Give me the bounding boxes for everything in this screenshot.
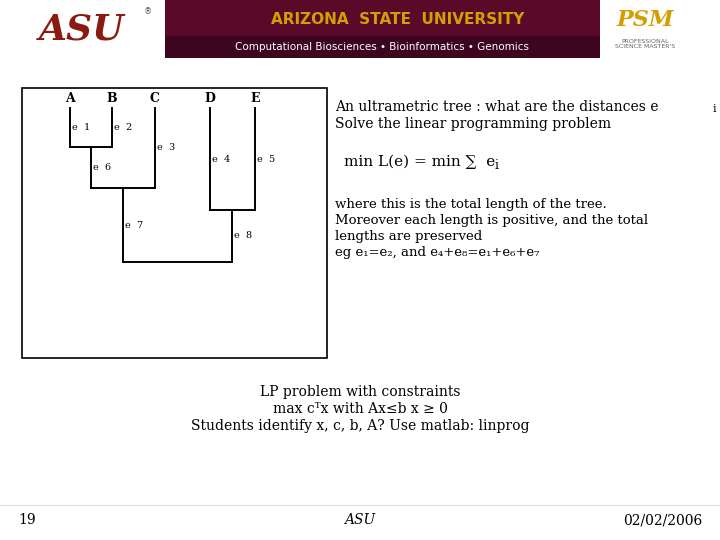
Text: D: D (204, 92, 215, 105)
Text: ®: ® (144, 8, 152, 17)
Text: lengths are preserved: lengths are preserved (335, 230, 482, 243)
Text: Students identify x, c, b, A? Use matlab: linprog: Students identify x, c, b, A? Use matlab… (191, 419, 529, 433)
Text: eg e₁=e₂, and e₄+e₈=e₁+e₆+e₇: eg e₁=e₂, and e₄+e₈=e₁+e₆+e₇ (335, 246, 539, 259)
Text: 02/02/2006: 02/02/2006 (623, 513, 702, 527)
Text: PSM: PSM (616, 9, 674, 31)
Text: ASU: ASU (344, 513, 376, 527)
Text: i: i (495, 159, 499, 172)
Text: e  7: e 7 (125, 220, 143, 230)
Bar (165, 36, 600, 58)
Text: PROFESSIONAL
SCIENCE MASTER'S: PROFESSIONAL SCIENCE MASTER'S (615, 38, 675, 49)
Text: max cᵀx with Ax≤b x ≥ 0: max cᵀx with Ax≤b x ≥ 0 (273, 402, 447, 416)
Bar (22, 88, 327, 358)
Text: where this is the total length of the tree.: where this is the total length of the tr… (335, 198, 607, 211)
Text: e  5: e 5 (257, 154, 275, 164)
Bar (0, 0, 165, 58)
Text: ?: ? (719, 100, 720, 114)
Text: A: A (65, 92, 75, 105)
Text: B: B (107, 92, 117, 105)
Text: e  1: e 1 (72, 123, 90, 132)
Text: Computational Biosciences • Bioinformatics • Genomics: Computational Biosciences • Bioinformati… (235, 42, 529, 52)
Text: e  2: e 2 (114, 123, 132, 132)
Bar (0, 0, 720, 58)
Text: Moreover each length is positive, and the total: Moreover each length is positive, and th… (335, 214, 648, 227)
Text: E: E (251, 92, 260, 105)
Text: e  6: e 6 (93, 163, 111, 172)
Text: Solve the linear programming problem: Solve the linear programming problem (335, 117, 611, 131)
Text: e  3: e 3 (157, 144, 175, 152)
Text: C: C (150, 92, 160, 105)
Text: e  4: e 4 (212, 154, 230, 164)
Text: min L(e) = min ∑  e: min L(e) = min ∑ e (344, 155, 495, 170)
Bar (600, 0, 720, 58)
Text: An ultrametric tree : what are the distances e: An ultrametric tree : what are the dista… (335, 100, 659, 114)
Text: ASU: ASU (39, 12, 125, 46)
Text: LP problem with constraints: LP problem with constraints (260, 385, 460, 399)
Text: 19: 19 (18, 513, 35, 527)
Text: i: i (713, 104, 716, 114)
Text: ARIZONA  STATE  UNIVERSITY: ARIZONA STATE UNIVERSITY (271, 12, 525, 28)
Text: e  8: e 8 (234, 232, 252, 240)
